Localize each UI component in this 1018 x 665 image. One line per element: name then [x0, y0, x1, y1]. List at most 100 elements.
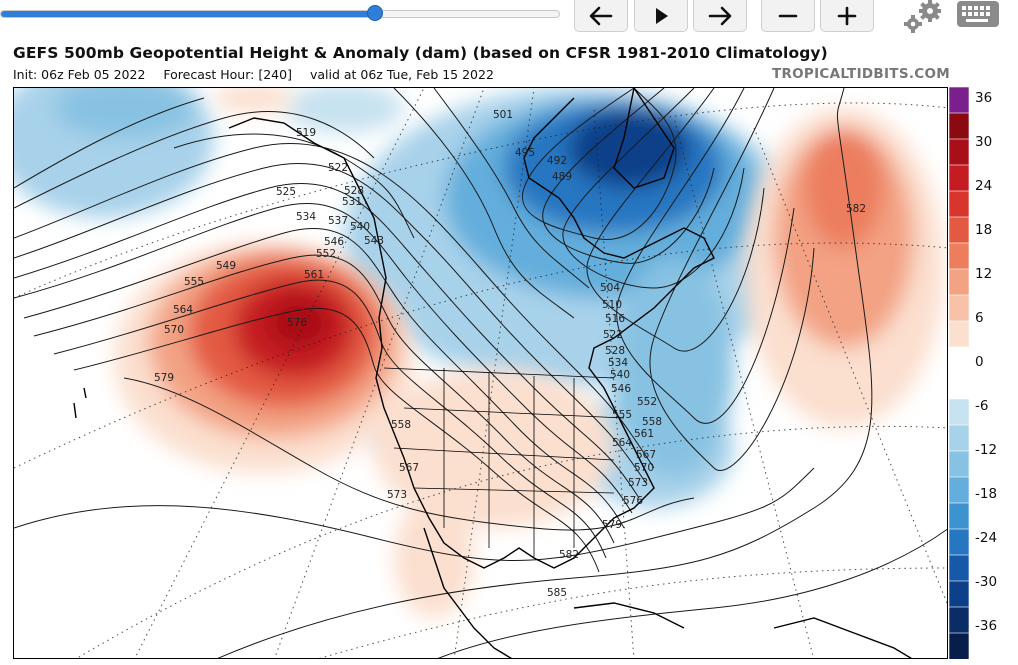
- svg-text:522: 522: [603, 329, 623, 341]
- colorbar-swatch: [949, 554, 969, 582]
- svg-text:540: 540: [350, 221, 370, 233]
- svg-text:537: 537: [328, 215, 348, 227]
- svg-text:543: 543: [364, 235, 384, 247]
- zoom-out-button[interactable]: [761, 0, 815, 32]
- svg-text:585: 585: [547, 587, 567, 599]
- time-slider-tick: [75, 11, 77, 17]
- gear-icon[interactable]: [900, 0, 946, 34]
- svg-text:564: 564: [173, 304, 193, 316]
- colorbar-tick-label: 36: [975, 90, 993, 106]
- colorbar-tick-label: -12: [975, 442, 998, 458]
- colorbar-tick-label: 24: [975, 178, 993, 194]
- svg-text:570: 570: [634, 462, 654, 474]
- colorbar-swatch: [949, 580, 969, 608]
- positive-anomaly-shading: [114, 88, 944, 618]
- colorbar-swatch: [949, 450, 969, 478]
- svg-text:573: 573: [628, 477, 648, 489]
- svg-text:582: 582: [846, 203, 866, 215]
- forecast-map: 519 522 525 528 531 534 537 540 543 546 …: [13, 87, 948, 659]
- minus-icon: [778, 14, 798, 17]
- colorbar-swatch: [949, 346, 969, 374]
- arrow-right-icon: [708, 6, 732, 25]
- svg-text:510: 510: [602, 299, 622, 311]
- svg-text:528: 528: [344, 185, 364, 197]
- svg-text:564: 564: [612, 437, 632, 449]
- svg-text:534: 534: [608, 357, 628, 369]
- colorbar-swatch: [949, 87, 969, 114]
- coastlines: [73, 88, 913, 658]
- svg-text:552: 552: [637, 396, 657, 408]
- colorbar-swatch: [949, 476, 969, 504]
- svg-text:579: 579: [602, 519, 622, 531]
- svg-text:573: 573: [387, 489, 407, 501]
- contour-labels: 519 522 525 528 531 534 537 540 543 546 …: [154, 109, 866, 599]
- colorbar-swatch: [949, 216, 969, 244]
- colorbar-swatch: [949, 190, 969, 218]
- forecast-hour: Forecast Hour: [240]: [163, 67, 292, 82]
- colorbar-swatch: [949, 528, 969, 556]
- colorbar-swatch: [949, 502, 969, 530]
- svg-text:534: 534: [296, 211, 316, 223]
- svg-text:546: 546: [611, 383, 631, 395]
- play-button[interactable]: [634, 0, 688, 32]
- toolbar: [0, 0, 1018, 36]
- svg-text:558: 558: [642, 416, 662, 428]
- svg-text:555: 555: [184, 276, 204, 288]
- colorbar-swatch: [949, 606, 969, 634]
- site-brand: TROPICALTIDBITS.COM: [771, 66, 950, 82]
- svg-text:567: 567: [636, 449, 656, 461]
- svg-text:540: 540: [610, 369, 630, 381]
- svg-text:501: 501: [493, 109, 513, 121]
- play-icon: [656, 7, 668, 24]
- colorbar-tick-label: 18: [975, 222, 993, 238]
- svg-text:561: 561: [634, 428, 654, 440]
- colorbar-swatch: [949, 164, 969, 192]
- svg-text:576: 576: [623, 495, 643, 507]
- colorbar-swatch: [949, 424, 969, 452]
- svg-text:522: 522: [328, 162, 348, 174]
- colorbar-swatch: [949, 268, 969, 296]
- svg-text:546: 546: [324, 236, 344, 248]
- colorbar-swatch: [949, 242, 969, 270]
- back-button[interactable]: [574, 0, 628, 32]
- colorbar-swatch: [949, 632, 969, 659]
- keyboard-icon[interactable]: [956, 0, 1000, 28]
- map-canvas: 519 522 525 528 531 534 537 540 543 546 …: [14, 88, 947, 658]
- plus-icon: [837, 6, 857, 25]
- valid-time: valid at 06z Tue, Feb 15 2022: [309, 67, 494, 82]
- chart-subtitle: Init: 06z Feb 05 2022 Forecast Hour: [24…: [13, 67, 508, 82]
- svg-text:558: 558: [391, 419, 411, 431]
- colorbar-tick-label: 0: [975, 354, 984, 370]
- colorbar-swatch: [949, 320, 969, 348]
- colorbar-swatch: [949, 372, 969, 400]
- svg-text:492: 492: [547, 155, 567, 167]
- svg-text:528: 528: [605, 345, 625, 357]
- time-slider-handle[interactable]: [367, 5, 383, 21]
- colorbar-tick-label: 30: [975, 134, 993, 150]
- svg-text:576: 576: [287, 317, 307, 329]
- colorbar-swatch: [949, 398, 969, 426]
- svg-text:552: 552: [316, 248, 336, 260]
- svg-text:579: 579: [154, 372, 174, 384]
- colorbar-swatch: [949, 112, 969, 140]
- time-slider[interactable]: [0, 10, 560, 18]
- arrow-left-icon: [589, 6, 613, 25]
- state-borders: [383, 367, 625, 558]
- init-time: Init: 06z Feb 05 2022: [13, 67, 146, 82]
- svg-text:561: 561: [304, 269, 324, 281]
- svg-text:549: 549: [216, 260, 236, 272]
- forward-button[interactable]: [693, 0, 747, 32]
- zoom-in-button[interactable]: [820, 0, 874, 32]
- svg-text:525: 525: [276, 186, 296, 198]
- svg-text:495: 495: [515, 147, 535, 159]
- colorbar-swatch: [949, 294, 969, 322]
- colorbar-swatch: [949, 138, 969, 166]
- negative-anomaly-shading: [14, 88, 804, 508]
- colorbar-tick-label: -6: [975, 398, 989, 414]
- colorbar-tick-label: -30: [975, 574, 998, 590]
- svg-text:516: 516: [605, 313, 625, 325]
- colorbar-tick-label: -18: [975, 486, 998, 502]
- height-contours: [14, 88, 947, 658]
- svg-text:570: 570: [164, 324, 184, 336]
- colorbar-tick-label: -24: [975, 530, 998, 546]
